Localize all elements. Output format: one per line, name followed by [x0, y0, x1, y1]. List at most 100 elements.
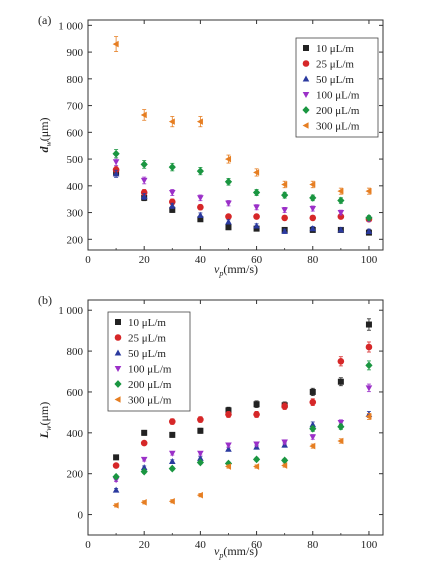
data-point — [225, 200, 232, 207]
legend: 10 μL/m 25 μL/m 50 μL/m 100 μL/m 200 μL/m 300… — [107, 311, 191, 412]
data-point — [309, 214, 317, 222]
data-point — [197, 454, 204, 461]
legend-label: 300 μL/m — [128, 395, 172, 407]
data-point — [281, 439, 288, 446]
data-point — [112, 159, 120, 166]
y-tick-label: 1 000 — [58, 305, 83, 317]
panel-label: (a) — [38, 13, 51, 27]
data-point — [168, 497, 175, 505]
series-300-uL-per-m — [112, 413, 372, 509]
data-point — [112, 462, 120, 469]
legend-label: 10 μL/m — [316, 43, 354, 55]
data-point — [337, 196, 345, 205]
legend-marker — [114, 349, 122, 356]
legend-box — [107, 311, 191, 412]
data-point — [365, 227, 373, 234]
data-point — [168, 418, 176, 425]
data-point — [197, 211, 204, 218]
data-point — [196, 458, 204, 467]
data-point — [253, 411, 260, 418]
data-point — [281, 456, 289, 465]
legend-marker — [302, 75, 310, 82]
data-point — [309, 388, 316, 395]
data-point — [281, 207, 288, 214]
data-point — [309, 181, 316, 188]
legend-label: 100 μL/m — [128, 364, 172, 376]
data-point — [169, 431, 176, 438]
data-point — [112, 149, 120, 158]
y-tick-label: 500 — [67, 154, 84, 166]
data-point — [252, 455, 261, 464]
y-tick-label: 700 — [67, 101, 84, 113]
data-point — [253, 401, 260, 408]
data-point — [365, 187, 372, 195]
series-200-uL-per-m — [112, 149, 373, 222]
data-point — [112, 472, 120, 481]
data-point — [141, 429, 148, 436]
data-point — [225, 213, 232, 220]
legend-marker — [114, 380, 122, 388]
data-point — [140, 111, 147, 119]
data-point — [225, 155, 232, 163]
y-tick-label: 200 — [67, 469, 84, 481]
legend-marker — [114, 365, 122, 372]
legend-label: 200 μL/m — [316, 105, 360, 117]
data-point — [365, 361, 373, 370]
data-point — [337, 437, 344, 445]
data-point — [168, 118, 175, 125]
data-point — [337, 226, 345, 233]
y-tick-label: 0 — [78, 510, 84, 522]
data-point — [112, 40, 119, 48]
data-point — [140, 177, 148, 184]
data-point — [337, 210, 345, 217]
data-point — [168, 450, 176, 457]
data-point — [140, 456, 148, 463]
x-tick-label: 0 — [85, 254, 91, 266]
legend-label: 50 μL/m — [316, 74, 354, 86]
data-point — [113, 454, 120, 461]
series-50-uL-per-m — [112, 410, 373, 493]
data-point — [281, 191, 289, 200]
y-axis-label: Lw(μm) — [37, 402, 53, 439]
data-point — [252, 188, 261, 197]
data-point — [309, 205, 317, 212]
legend-label: 200 μL/m — [128, 379, 172, 391]
y-tick-label: 300 — [67, 208, 84, 220]
x-tick-label: 40 — [195, 254, 207, 266]
data-point — [365, 385, 373, 392]
data-point — [168, 189, 176, 196]
data-point — [225, 442, 232, 449]
chart-panel-a: (a) 0 20 40 60 80 100 200 300 400 500 600 700 800 900 1… — [37, 13, 384, 278]
data-point — [337, 187, 344, 195]
y-axis-label: dw(μm) — [37, 117, 53, 152]
series-10-uL-per-m — [113, 168, 372, 236]
data-point — [196, 491, 203, 499]
data-point — [140, 439, 148, 447]
series-100-uL-per-m — [112, 383, 373, 484]
data-point — [309, 424, 317, 433]
data-point — [309, 193, 317, 202]
y-tick-label: 800 — [67, 74, 84, 86]
data-point — [225, 218, 232, 225]
plot-frame — [87, 299, 384, 536]
data-point — [196, 118, 203, 125]
data-point — [225, 411, 232, 418]
x-tick-label: 60 — [251, 254, 263, 266]
x-axis-label: vp(mm/s) — [214, 544, 258, 560]
data-point — [281, 227, 288, 234]
data-point — [140, 499, 147, 506]
x-tick-label: 20 — [139, 539, 151, 551]
data-point — [337, 422, 345, 431]
x-tick-label: 60 — [251, 539, 263, 551]
data-point — [168, 457, 176, 464]
data-point — [168, 163, 176, 171]
data-point — [365, 214, 373, 222]
legend: 10 μL/m 25 μL/m 50 μL/m 100 μL/m 200 μL/m 300… — [295, 37, 379, 138]
legend-marker — [302, 91, 310, 98]
data-point — [168, 202, 176, 209]
x-tick-label: 100 — [361, 539, 378, 551]
data-point — [225, 224, 232, 231]
legend-label: 25 μL/m — [128, 333, 166, 345]
